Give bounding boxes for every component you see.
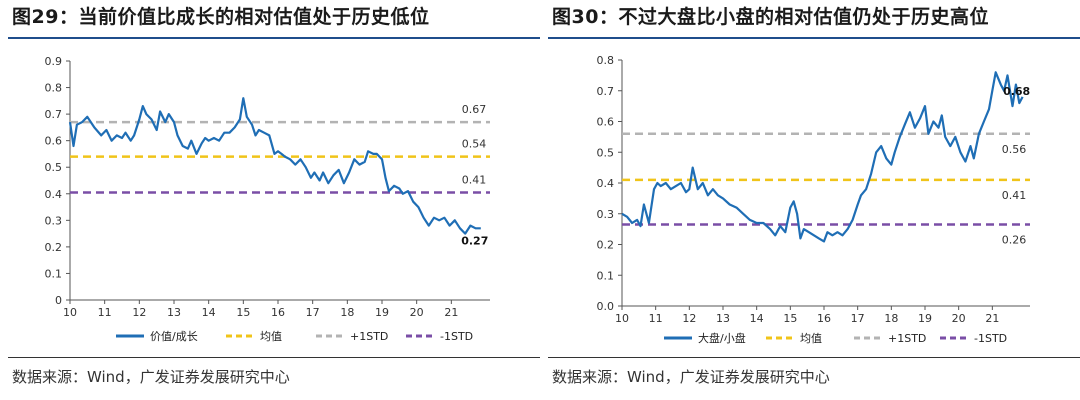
title-underline — [8, 37, 540, 39]
legend-label-价值/成长: 价值/成长 — [150, 330, 198, 343]
y-tick-label: 0.7 — [597, 85, 615, 98]
legend-label-+1STD: +1STD — [350, 330, 388, 343]
y-tick-label: 0.3 — [597, 208, 615, 221]
legend-label--1STD: -1STD — [974, 332, 1007, 345]
chart-29: 0 0.1 0.2 0.3 0.4 0.5 0.6 0.7 0.8 0.9 10 11 12 13 14 15… — [45, 55, 490, 343]
x-tick-label: 15 — [236, 306, 250, 319]
x-tick-label: 13 — [716, 312, 730, 325]
y-tick-label: 0.2 — [597, 239, 615, 252]
y-tick-label: 0.6 — [597, 116, 615, 129]
x-tick-label: 11 — [649, 312, 663, 325]
y-tick-label: 0.9 — [45, 55, 63, 68]
x-tick-label: 16 — [817, 312, 831, 325]
x-tick-label: 20 — [952, 312, 966, 325]
legend-label-+1STD: +1STD — [888, 332, 926, 345]
x-tick-label: 14 — [202, 306, 216, 319]
x-tick-label: 17 — [306, 306, 320, 319]
bottom-divider — [548, 357, 1080, 358]
y-tick-label: 0.7 — [45, 108, 63, 121]
x-tick-label: 11 — [98, 306, 112, 319]
x-tick-label: 10 — [63, 306, 77, 319]
reference-label-均值: 0.41 — [1002, 189, 1027, 202]
y-tick-label: 0.3 — [45, 214, 63, 227]
x-tick-label: 12 — [132, 306, 146, 319]
reference-label-均值: 0.54 — [462, 138, 487, 151]
reference-label-+1STD: 0.56 — [1002, 143, 1027, 156]
x-tick-label: 21 — [985, 312, 999, 325]
last-value-label: 0.27 — [461, 234, 488, 247]
bottom-divider — [8, 357, 540, 358]
x-tick-label: 13 — [167, 306, 181, 319]
x-tick-label: 19 — [375, 306, 389, 319]
chart-panel-30: 图30：不过大盘比小盘的相对估值仍处于历史高位 0.0 0.1 0.2 0.3 0.4 0… — [548, 0, 1080, 400]
x-tick-label: 12 — [682, 312, 696, 325]
y-tick-label: 0.2 — [45, 241, 63, 254]
y-tick-label: 0.8 — [597, 54, 615, 67]
legend-label--1STD: -1STD — [440, 330, 473, 343]
reference-label--1STD: 0.41 — [462, 173, 487, 186]
y-tick-label: 0.6 — [45, 135, 63, 148]
x-tick-label: 10 — [615, 312, 629, 325]
title-underline — [548, 37, 1080, 39]
x-tick-label: 17 — [851, 312, 865, 325]
x-tick-label: 19 — [918, 312, 932, 325]
y-tick-label: 0.1 — [597, 269, 615, 282]
x-tick-label: 20 — [410, 306, 424, 319]
y-tick-label: 0.4 — [597, 177, 615, 190]
chart-panel-29: 图29：当前价值比成长的相对估值处于历史低位 0 0.1 0.2 0.3 0.4 0.5 0… — [8, 0, 540, 400]
y-tick-label: 0.0 — [597, 300, 615, 313]
legend-label-均值: 均值 — [800, 332, 822, 345]
reference-label-+1STD: 0.67 — [462, 103, 487, 116]
chart-title: 图29：当前价值比成长的相对估值处于历史低位 — [12, 6, 430, 28]
x-tick-label: 18 — [340, 306, 354, 319]
y-tick-label: 0.5 — [45, 161, 63, 174]
source-note: 数据来源：Wind，广发证券发展研究中心 — [12, 368, 290, 386]
series-line-价值/成长 — [68, 97, 481, 235]
y-tick-label: 0 — [55, 294, 62, 307]
x-tick-label: 15 — [783, 312, 797, 325]
x-tick-label: 16 — [271, 306, 285, 319]
legend-label-均值: 均值 — [260, 330, 282, 343]
x-tick-label: 21 — [444, 306, 458, 319]
chart-title: 图30：不过大盘比小盘的相对估值仍处于历史高位 — [552, 6, 989, 28]
x-tick-label: 18 — [884, 312, 898, 325]
source-note: 数据来源：Wind，广发证券发展研究中心 — [552, 368, 830, 386]
y-tick-label: 0.1 — [45, 267, 63, 280]
y-tick-label: 0.5 — [597, 146, 615, 159]
last-value-label: 0.68 — [1003, 85, 1030, 98]
chart-30: 0.0 0.1 0.2 0.3 0.4 0.5 0.6 0.7 0.8 10 11 12 13 14 15 1… — [597, 54, 1031, 345]
reference-label--1STD: 0.26 — [1002, 234, 1027, 247]
x-tick-label: 14 — [750, 312, 764, 325]
y-tick-label: 0.4 — [45, 188, 63, 201]
y-tick-label: 0.8 — [45, 82, 63, 95]
series-line-大盘/小盘 — [621, 71, 1024, 243]
legend-label-大盘/小盘: 大盘/小盘 — [698, 331, 746, 345]
